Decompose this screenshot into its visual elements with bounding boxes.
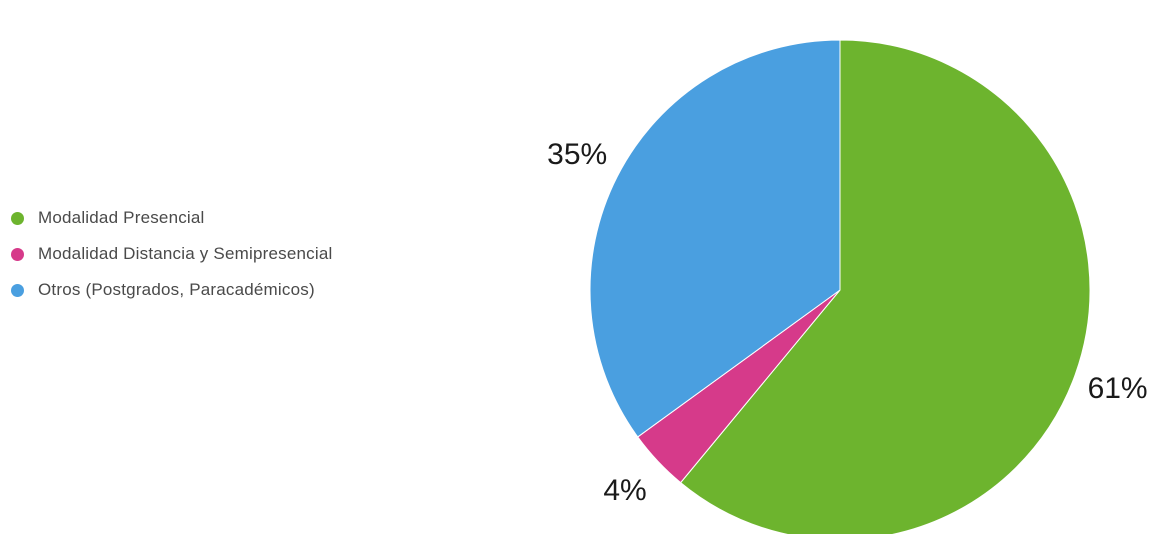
legend-item-distancia: Modalidad Distancia y Semipresencial [11, 236, 471, 272]
legend-label-distancia: Modalidad Distancia y Semipresencial [38, 244, 333, 263]
pie-labels: 61% 4% 35% [547, 138, 1147, 507]
legend-swatch-distancia [11, 247, 24, 261]
pie-label-otros: 35% [547, 138, 607, 171]
legend-swatch-otros [11, 283, 24, 297]
pie-slice-otros [589, 39, 841, 438]
pie-label-distancia: 4% [603, 474, 646, 507]
pie-label-presencial: 61% [1088, 372, 1148, 405]
pie-slices [589, 39, 1091, 534]
legend-label-otros: Otros (Postgrados, Paracadémicos) [38, 280, 315, 299]
chart-legend: Modalidad Presencial Modalidad Distancia… [11, 200, 471, 308]
legend-swatch-presencial [11, 211, 24, 225]
pie-slice-presencial [679, 39, 1091, 534]
legend-item-otros: Otros (Postgrados, Paracadémicos) [11, 272, 471, 308]
legend-item-presencial: Modalidad Presencial [11, 200, 471, 236]
legend-label-presencial: Modalidad Presencial [38, 208, 205, 227]
